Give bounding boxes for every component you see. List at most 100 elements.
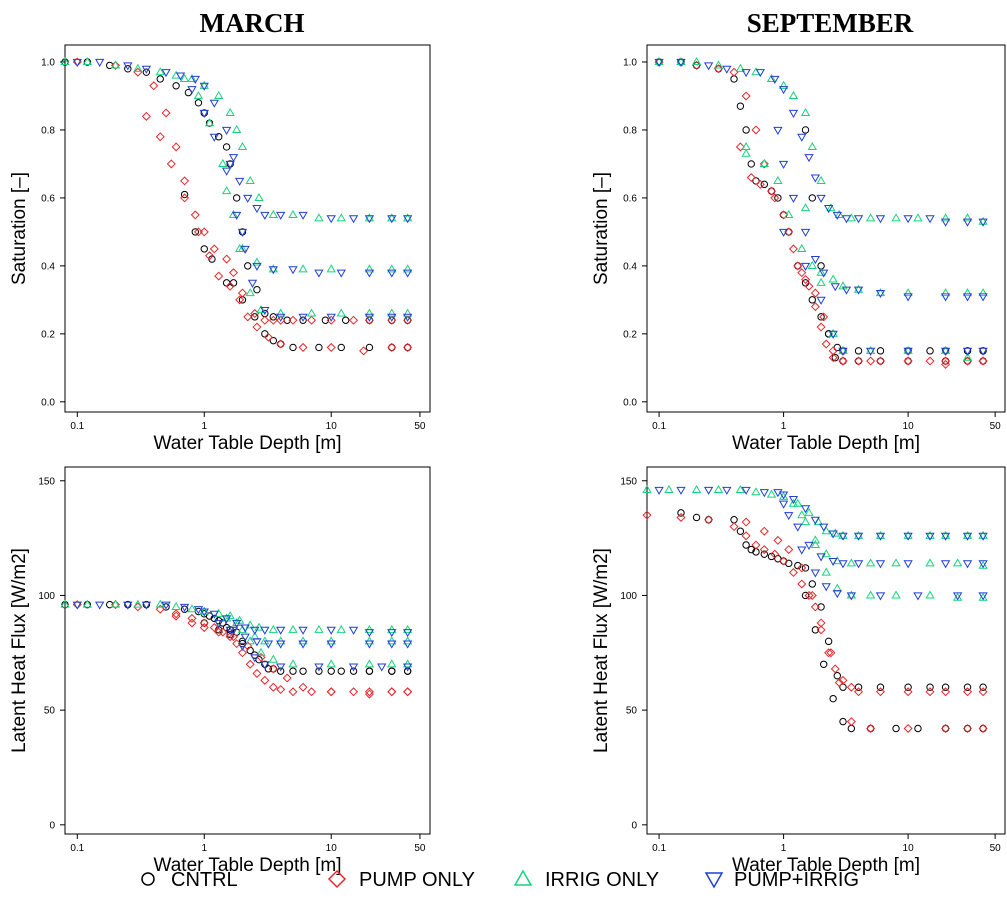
- series-cntrl: [61, 58, 412, 352]
- point-pump-irrig: [187, 86, 197, 95]
- point-cntrl: [904, 683, 912, 691]
- point-irrig-only: [364, 659, 375, 668]
- point-pump-irrig: [804, 541, 814, 550]
- point-pump-irrig: [348, 626, 359, 635]
- point-irrig-only: [962, 530, 973, 539]
- x-tick-label: 10: [326, 421, 338, 432]
- point-cntrl: [388, 667, 396, 675]
- point-pump-irrig: [778, 86, 789, 95]
- point-pump-irrig: [260, 211, 270, 220]
- point-pump-irrig: [326, 215, 336, 224]
- legend-marker-pump-only: [327, 869, 347, 889]
- y-tick-label: 0.8: [623, 125, 637, 136]
- point-pump-only: [838, 356, 848, 366]
- point-irrig-only: [891, 213, 901, 222]
- point-cntrl: [742, 541, 750, 549]
- point-irrig-only: [804, 507, 814, 516]
- point-pump-irrig: [402, 640, 413, 649]
- point-pump-irrig: [797, 546, 807, 555]
- point-cntrl: [253, 285, 261, 294]
- y-axis-label: Saturation [–]: [9, 172, 30, 285]
- point-pump-irrig: [703, 486, 714, 495]
- point-pump-only: [875, 356, 885, 366]
- point-irrig-only: [846, 590, 857, 599]
- point-irrig-only: [713, 484, 724, 493]
- point-pump-only: [403, 342, 413, 352]
- point-irrig-only: [807, 260, 817, 269]
- point-pump-irrig: [199, 82, 209, 91]
- point-cntrl: [736, 102, 745, 110]
- point-irrig-only: [853, 284, 864, 293]
- point-pump-only: [801, 274, 811, 284]
- point-irrig-only: [940, 530, 951, 539]
- point-pump-only: [387, 687, 397, 697]
- point-pump-only: [298, 682, 308, 692]
- point-irrig-only: [913, 213, 923, 222]
- point-pump-irrig: [298, 626, 308, 635]
- point-irrig-only: [237, 624, 248, 633]
- point-pump-irrig: [846, 592, 857, 601]
- point-irrig-only: [110, 599, 121, 608]
- point-pump-only: [349, 315, 359, 325]
- legend-item-cntrl: CNTRL: [141, 869, 238, 891]
- point-irrig-only: [807, 141, 817, 151]
- point-cntrl: [244, 262, 252, 270]
- x-tick-label: 50: [414, 843, 426, 854]
- point-pump-only: [741, 517, 751, 527]
- point-cntrl: [820, 660, 828, 668]
- point-pump-only: [237, 288, 247, 298]
- point-irrig-only: [751, 487, 761, 496]
- point-pump-only: [171, 611, 181, 621]
- x-tick-label: 50: [990, 421, 1002, 432]
- column-title-march: MARCH: [200, 8, 305, 38]
- point-irrig-only: [797, 510, 807, 519]
- point-irrig-only: [254, 192, 264, 201]
- point-pump-irrig: [199, 608, 209, 617]
- point-pump-only: [854, 356, 864, 366]
- point-pump-irrig: [830, 283, 840, 292]
- point-pump-irrig: [962, 532, 973, 541]
- point-irrig-only: [221, 186, 232, 195]
- point-pump-irrig: [252, 262, 262, 271]
- point-pump-only: [751, 125, 761, 135]
- point-cntrl: [876, 347, 885, 355]
- point-pump-irrig: [276, 663, 286, 672]
- panel-march-saturation: 0.1 1 10 50 0.0 0.2 0.4 0.6 0.8 1.0 Water Table De…: [9, 44, 431, 454]
- x-tick-label: 50: [414, 421, 426, 432]
- point-pump-irrig: [250, 626, 260, 635]
- legend-label-pump-irrig: PUMP+IRRIG: [734, 869, 859, 891]
- y-tick-label: 50: [626, 706, 638, 717]
- point-pump-only: [218, 627, 228, 637]
- point-pump-irrig: [816, 194, 826, 203]
- x-axis-label: Water Table Depth [m]: [154, 433, 342, 454]
- point-cntrl: [269, 336, 278, 345]
- point-cntrl: [264, 665, 273, 673]
- point-pump-irrig: [828, 530, 838, 539]
- point-irrig-only: [256, 647, 266, 656]
- point-pump-irrig: [326, 626, 336, 635]
- point-pump-only: [326, 342, 336, 352]
- point-pump-irrig: [821, 583, 831, 592]
- point-irrig-only: [187, 604, 197, 613]
- point-pump-irrig: [72, 58, 82, 67]
- point-pump-irrig: [832, 590, 842, 599]
- point-pump-irrig: [841, 215, 852, 224]
- point-pump-only: [403, 687, 413, 697]
- point-pump-only: [229, 268, 239, 278]
- y-tick-label: 0: [49, 820, 55, 831]
- point-pump-irrig: [364, 640, 375, 649]
- point-cntrl: [730, 75, 738, 83]
- point-pump-only: [793, 261, 803, 271]
- point-cntrl: [963, 683, 972, 691]
- point-irrig-only: [830, 528, 840, 537]
- point-pump-only: [830, 664, 840, 674]
- point-cntrl: [811, 626, 820, 634]
- point-pump-irrig: [161, 69, 171, 78]
- point-cntrl: [760, 180, 768, 189]
- point-pump-only: [187, 618, 197, 628]
- point-pump-irrig: [816, 553, 826, 562]
- point-pump-only: [978, 723, 988, 733]
- point-pump-irrig: [234, 177, 245, 186]
- point-pump-irrig: [875, 215, 886, 224]
- point-irrig-only: [925, 530, 935, 539]
